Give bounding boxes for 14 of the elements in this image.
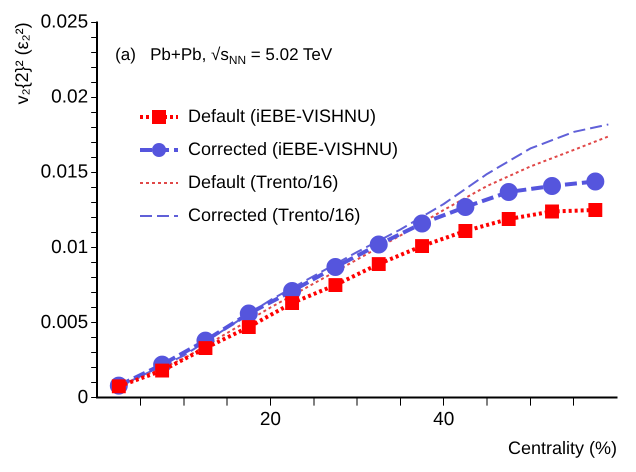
y-tick-label: 0.01 <box>51 236 88 258</box>
y-axis-title: v₂{2}² (ε₂²) <box>12 22 32 104</box>
y-tick-label: 0.02 <box>51 86 88 108</box>
y-tick-label: 0 <box>78 386 88 408</box>
y-tick-label: 0.015 <box>40 162 88 183</box>
x-axis-title: Centrality (%) <box>508 438 617 458</box>
x-tick-label: 20 <box>260 409 281 430</box>
legend-label: Corrected (iEBE-VISHNU) <box>188 139 398 160</box>
legend-label: Corrected (Trento/16) <box>188 205 360 226</box>
x-tick-label: 40 <box>433 409 454 430</box>
legend-label: Default (iEBE-VISHNU) <box>188 106 376 127</box>
y-tick-label: 0.005 <box>40 312 88 333</box>
legend-label: Default (Trento/16) <box>188 172 338 193</box>
y-tick-label: 0.025 <box>40 12 88 33</box>
